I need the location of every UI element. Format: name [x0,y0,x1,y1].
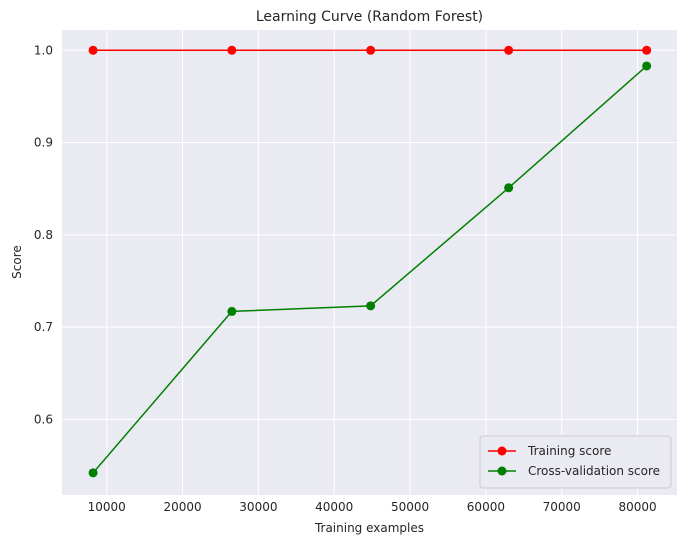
y-tick-labels: 0.6 0.7 0.8 0.9 1.0 [34,43,53,426]
x-tick-label: 30000 [239,500,277,514]
training-score-point [504,45,514,55]
legend: Training score Cross-validation score [479,435,672,489]
y-axis-title: Score [10,245,24,279]
x-tick-label: 80000 [618,500,656,514]
x-tick-label: 60000 [467,500,505,514]
training-score-point [88,45,98,55]
training-score-point [227,45,237,55]
training-score-point [366,45,376,55]
cross-validation-score-point [227,306,237,316]
y-tick-label: 0.8 [34,228,53,242]
y-tick-label: 0.7 [34,320,53,334]
x-tick-label: 40000 [315,500,353,514]
y-tick-label: 0.6 [34,412,53,426]
legend-training-label: Training score [527,444,611,458]
legend-box [479,435,672,489]
legend-cv-marker [497,466,507,476]
cross-validation-score-point [504,183,514,193]
cross-validation-score-point [366,301,376,311]
cross-validation-score-point [88,468,98,478]
training-score-point [642,45,652,55]
x-tick-label: 20000 [163,500,201,514]
x-tick-labels: 10000 20000 30000 40000 50000 60000 70000 80000 [88,500,657,514]
legend-training-marker [497,446,507,456]
x-tick-label: 70000 [543,500,581,514]
cross-validation-score-point [642,61,652,71]
series-group [88,45,652,478]
x-tick-label: 10000 [88,500,126,514]
plot-area [62,30,677,495]
y-tick-label: 0.9 [34,136,53,150]
chart-title: Learning Curve (Random Forest) [256,9,483,25]
legend-cv-label: Cross-validation score [528,464,660,478]
x-axis-title: Training examples [314,521,424,535]
x-tick-label: 50000 [391,500,429,514]
y-tick-label: 1.0 [34,43,53,57]
